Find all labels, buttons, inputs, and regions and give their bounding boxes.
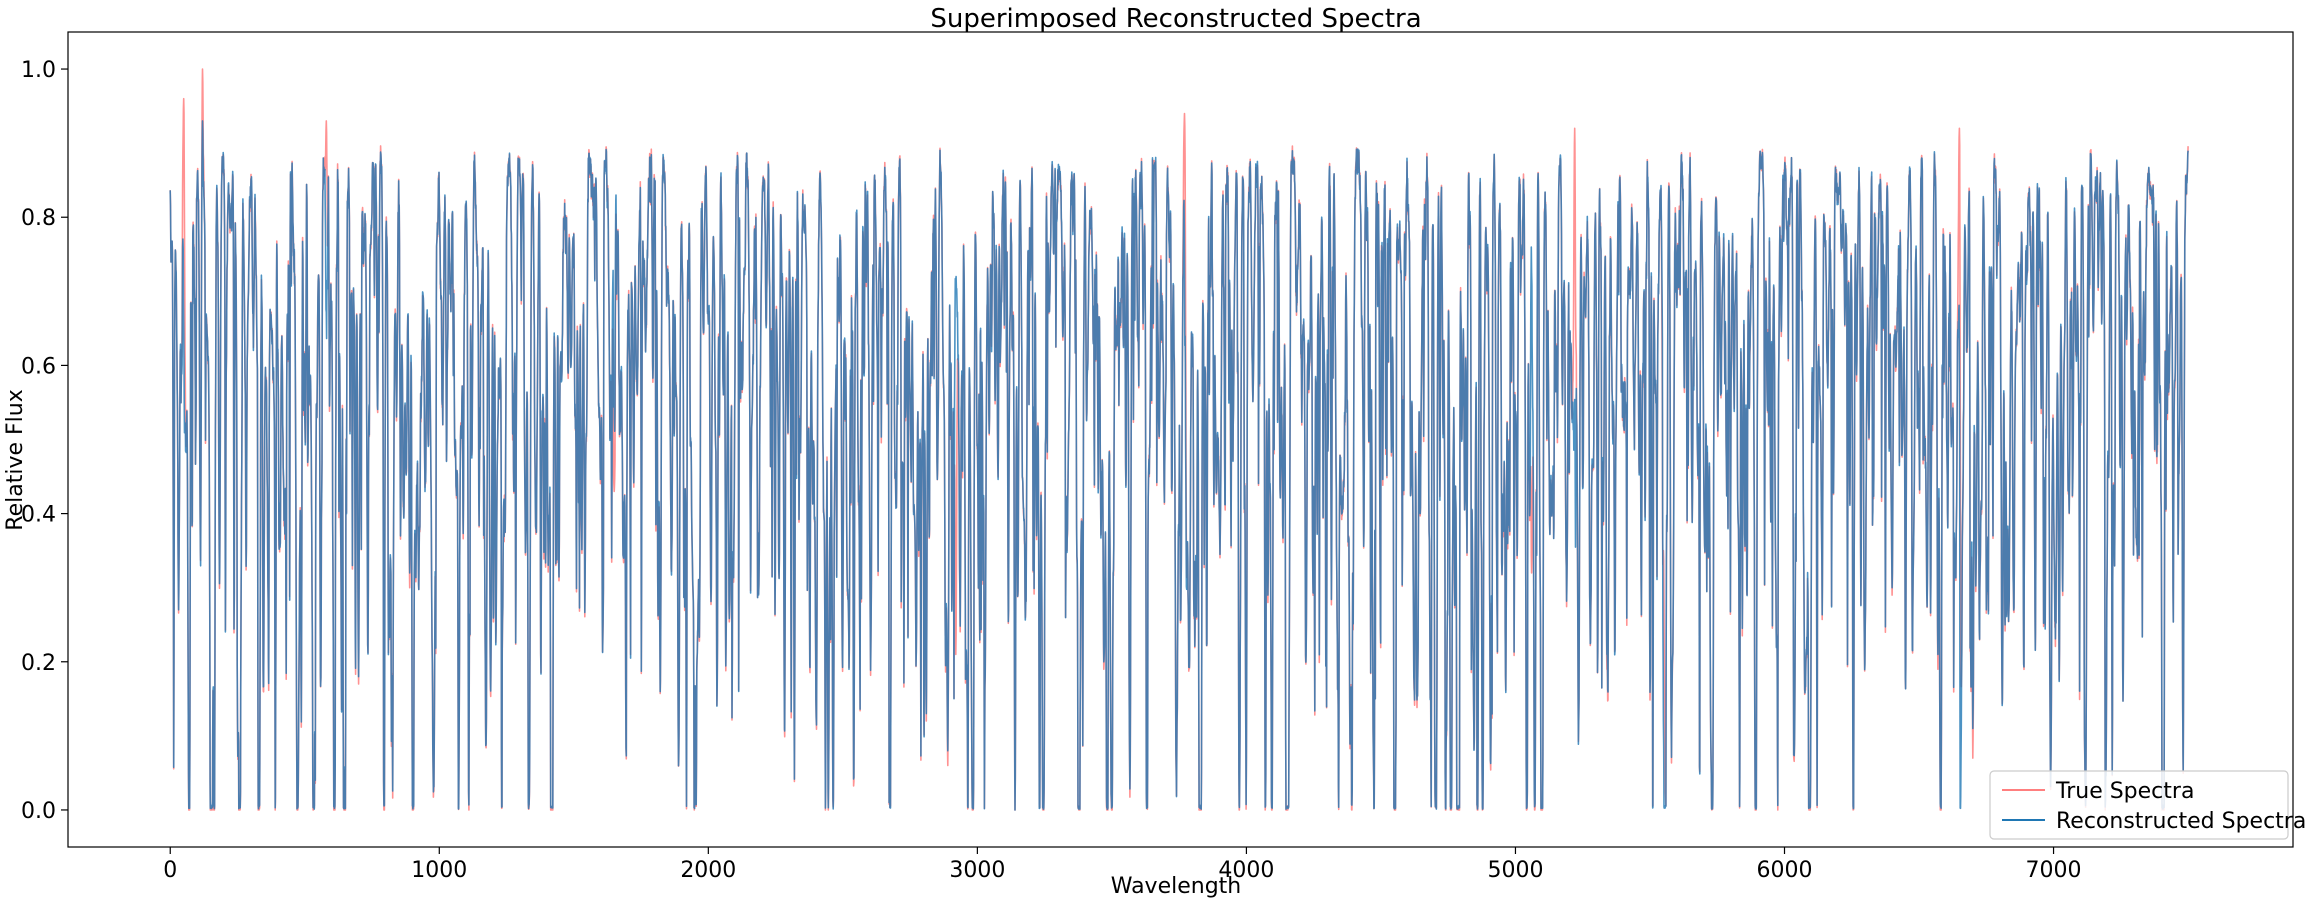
x-tick-label-2000: 2000 <box>680 858 736 883</box>
x-tick-label-7000: 7000 <box>2026 858 2082 883</box>
y-tick-label-1: 0.2 <box>21 651 56 676</box>
legend-label-reconstructed-spectra: Reconstructed Spectra <box>2056 809 2306 834</box>
x-tick-label-0: 0 <box>163 858 177 883</box>
x-axis-label: Wavelength <box>1111 874 1242 899</box>
y-tick-label-2: 0.4 <box>21 503 56 528</box>
y-tick-label-0: 0.0 <box>21 799 56 824</box>
x-tick-label-6000: 6000 <box>1757 858 1813 883</box>
y-axis-ticks: 0.0 0.2 0.4 0.6 0.8 1.0 <box>21 58 68 824</box>
plot-frame <box>67 31 2294 848</box>
legend-label-true-spectra: True Spectra <box>2055 779 2194 804</box>
series-layer <box>169 68 2189 811</box>
y-tick-label-3: 0.6 <box>21 354 56 379</box>
series-line-reconstructed-spectra <box>169 120 2189 811</box>
y-tick-label-5: 1.0 <box>21 58 56 83</box>
chart-title: Superimposed Reconstructed Spectra <box>930 4 1421 34</box>
y-axis-label: Relative Flux <box>3 389 28 530</box>
legend: True Spectra Reconstructed Spectra <box>1989 770 2306 840</box>
x-tick-label-5000: 5000 <box>1487 858 1543 883</box>
x-tick-label-3000: 3000 <box>949 858 1005 883</box>
x-axis-ticks: 0 1000 2000 3000 4000 5000 6000 7000 <box>163 847 2082 883</box>
x-tick-label-4000: 4000 <box>1218 858 1274 883</box>
legend-box <box>1989 770 2289 840</box>
x-tick-label-1000: 1000 <box>411 858 467 883</box>
y-tick-label-4: 0.8 <box>21 206 56 231</box>
